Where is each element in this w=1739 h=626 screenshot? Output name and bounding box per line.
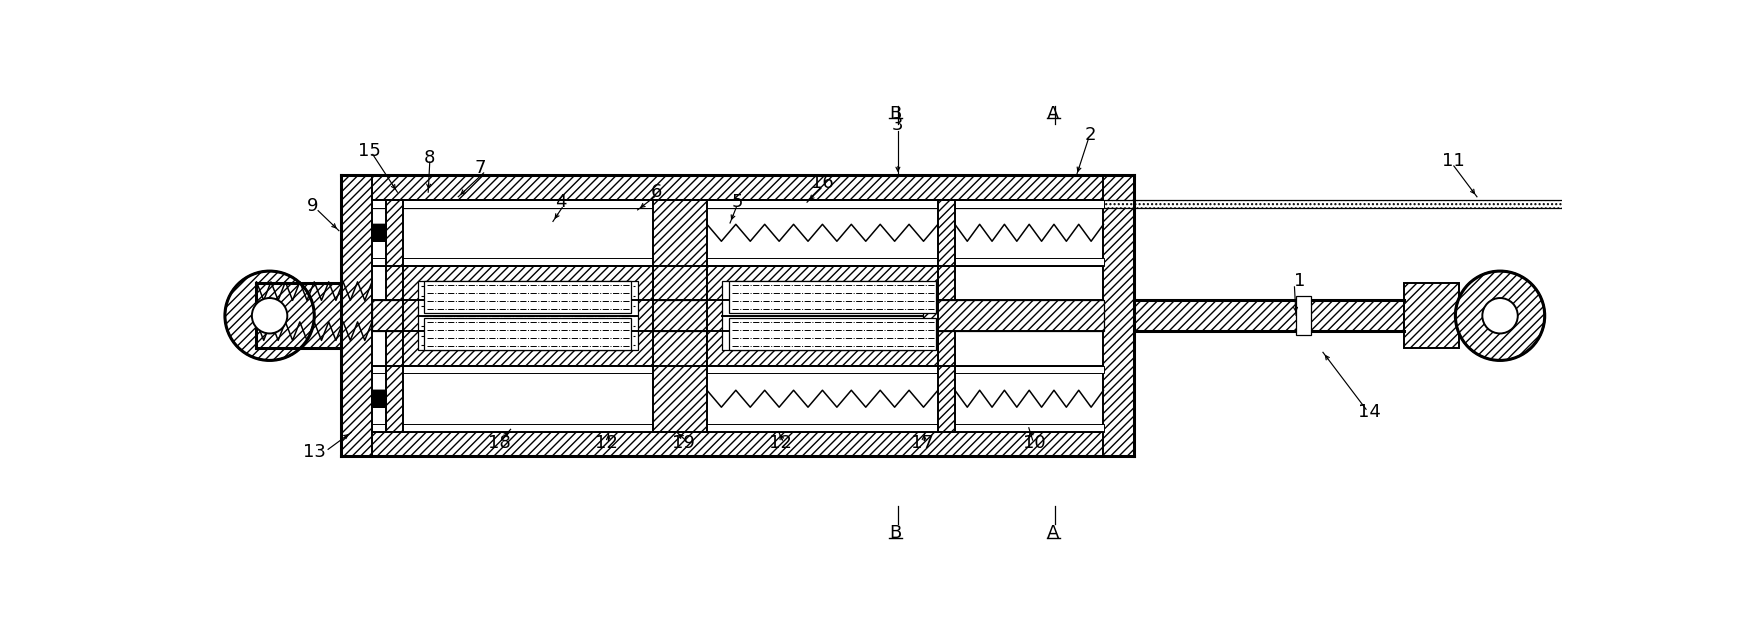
- Text: 9: 9: [306, 197, 318, 215]
- Text: A: A: [1047, 105, 1059, 123]
- Bar: [372, 200, 1739, 208]
- Text: B: B: [889, 524, 901, 542]
- Text: A: A: [1047, 524, 1059, 542]
- Text: 18: 18: [487, 434, 510, 452]
- Text: B: B: [889, 105, 901, 123]
- Bar: [729, 281, 936, 314]
- Text: 16: 16: [810, 174, 833, 192]
- Text: 19: 19: [671, 434, 696, 452]
- Bar: [372, 424, 1103, 432]
- Bar: [652, 200, 706, 432]
- Text: 3: 3: [892, 116, 903, 134]
- Bar: [424, 318, 631, 351]
- Bar: [402, 265, 652, 366]
- Bar: [1103, 175, 1134, 456]
- Text: 15: 15: [358, 141, 381, 160]
- Bar: [1403, 284, 1459, 348]
- Text: 11: 11: [1442, 152, 1464, 170]
- Text: 13: 13: [303, 443, 325, 461]
- Bar: [372, 200, 1103, 208]
- Text: 2: 2: [1083, 126, 1096, 144]
- Bar: [372, 366, 1103, 374]
- Text: 12: 12: [769, 434, 791, 452]
- Bar: [386, 200, 402, 432]
- Bar: [341, 175, 1134, 200]
- Bar: [1134, 300, 1403, 331]
- Text: 14: 14: [1356, 403, 1379, 421]
- Bar: [256, 284, 341, 348]
- Text: 7: 7: [475, 158, 485, 177]
- Bar: [722, 281, 922, 351]
- Text: 17: 17: [911, 434, 934, 452]
- Text: 4: 4: [555, 193, 567, 211]
- Circle shape: [252, 298, 287, 334]
- Text: 6: 6: [650, 183, 663, 201]
- Bar: [341, 432, 1134, 456]
- Text: 5: 5: [732, 193, 743, 211]
- Bar: [937, 200, 955, 432]
- Bar: [706, 265, 937, 366]
- Bar: [341, 175, 372, 456]
- Bar: [424, 281, 631, 314]
- Bar: [1296, 297, 1311, 335]
- Circle shape: [1454, 271, 1544, 361]
- Circle shape: [224, 271, 315, 361]
- Bar: [372, 258, 1103, 265]
- Circle shape: [1482, 298, 1516, 334]
- Text: 8: 8: [424, 148, 435, 167]
- Text: 1: 1: [1294, 272, 1304, 290]
- Bar: [729, 318, 936, 351]
- Bar: [372, 300, 1103, 331]
- Text: 12: 12: [595, 434, 617, 452]
- Text: 10: 10: [1023, 434, 1045, 452]
- Bar: [417, 281, 636, 351]
